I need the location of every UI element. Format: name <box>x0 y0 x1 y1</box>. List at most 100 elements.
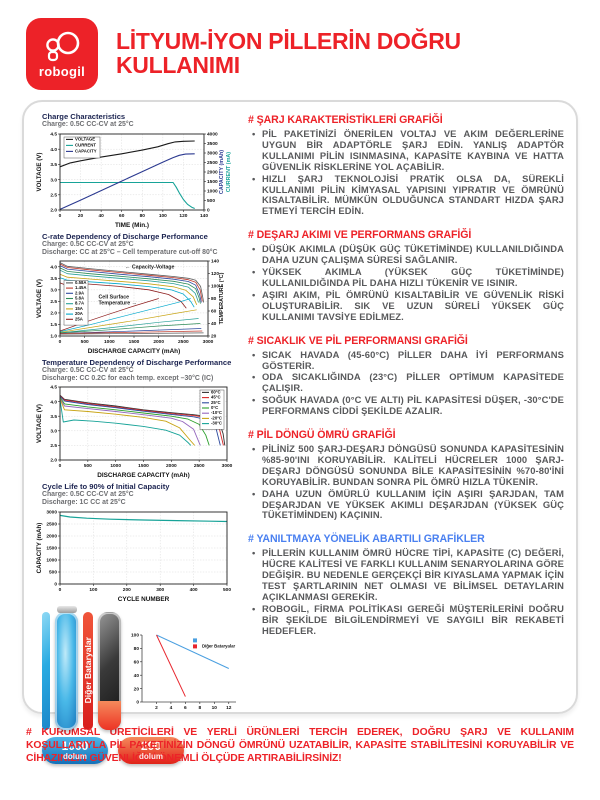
pill-1000-dolum: 1000 dolum <box>42 736 108 764</box>
footer-note: # KURUMSAL ÜRETİCİLERİ VE YERLİ ÜRÜNLERİ… <box>26 727 574 764</box>
svg-text:4.0: 4.0 <box>50 147 57 153</box>
svg-text:CURRENT: CURRENT <box>75 142 96 147</box>
svg-text:1500: 1500 <box>46 545 57 551</box>
svg-text:2.5: 2.5 <box>50 443 57 449</box>
svg-text:Cell Surface: Cell Surface <box>98 294 129 300</box>
svg-text:0.58A: 0.58A <box>75 280 86 285</box>
chart-title: Cycle Life to 90% of Initial Capacity <box>42 481 170 491</box>
chart-subtitle: Discharge: 1C CC at 25°C <box>42 498 126 506</box>
svg-text:DISCHARGE CAPACITY (mAh): DISCHARGE CAPACITY (mAh) <box>88 348 180 355</box>
pill-unit: dolum <box>139 751 163 761</box>
low-charge-fill <box>98 701 121 730</box>
robogil-circles-icon <box>46 31 80 61</box>
svg-text:60°C: 60°C <box>211 389 221 394</box>
comparison-chart-wrap: 2 4 6 8 10 12 0 20 40 60 80 100 Diğer Bataryalar <box>126 612 240 714</box>
bullet-list: PİLİNİZ 500 ŞARJ-DEŞARJ DÖNGÜSÜ SONUNDA … <box>248 443 564 522</box>
svg-text:20A: 20A <box>75 311 83 316</box>
bullet: DÜŞÜK AKIMLA (DÜŞÜK GÜÇ TÜKETİMİNDE) KUL… <box>252 243 564 266</box>
bullet-list: PİL PAKETİNİZİ ÖNERİLEN VOLTAJ VE AKIM D… <box>248 128 564 217</box>
svg-text:120: 120 <box>179 213 187 219</box>
chart-block-temperature: Temperature Dependency of Discharge Perf… <box>34 358 240 479</box>
svg-text:500: 500 <box>49 569 57 575</box>
other-batteries-banner: Diğer Bataryalar <box>83 611 94 730</box>
svg-text:120: 120 <box>211 271 219 277</box>
svg-text:-30°C: -30°C <box>211 420 222 425</box>
svg-text:VOLTAGE (V): VOLTAGE (V) <box>36 404 43 443</box>
svg-text:60: 60 <box>211 309 217 315</box>
chart-subtitle: Charge: 0.5C CC-CV at 25°C <box>42 240 134 248</box>
svg-text:40: 40 <box>98 213 104 219</box>
robogil-battery-icon <box>55 605 79 730</box>
chart-cycle-life: 0 100 200 300 400 500 0 500 1000 1500 2000 2500 3000… <box>36 509 231 602</box>
svg-text:1500: 1500 <box>138 463 149 469</box>
svg-text:100: 100 <box>159 213 167 219</box>
svg-text:2500: 2500 <box>207 160 218 166</box>
svg-text:500: 500 <box>223 587 231 593</box>
svg-text:2500: 2500 <box>178 339 189 345</box>
svg-text:20: 20 <box>78 213 84 219</box>
svg-text:2000: 2000 <box>46 533 57 539</box>
chart-charge-characteristics: 0 20 40 60 80 100 120 140 2.0 2.5 3.0 3.5 4.0 4.5 0 500… <box>36 132 232 229</box>
svg-text:2: 2 <box>155 705 158 711</box>
svg-text:45°C: 45°C <box>211 394 221 399</box>
pill-200-dolum: 200 dolum <box>118 736 184 764</box>
chart-subtitle: Discharge: CC at 25°C – Cell temperature… <box>42 248 218 256</box>
svg-text:12: 12 <box>226 705 232 711</box>
section-dongu-omru: # PİL DÖNGÜ ÖMRÜ GRAFİĞİ PİLİNİZ 500 ŞAR… <box>248 429 564 522</box>
chart-battery-comparison: 2 4 6 8 10 12 0 20 40 60 80 100 Diğer Bataryalar <box>131 632 236 711</box>
text-column: # ŞARJ KARAKTERİSTİKLERİ GRAFİĞİ PİL PAK… <box>248 112 564 704</box>
svg-text:3.0: 3.0 <box>50 287 57 293</box>
svg-text:8: 8 <box>199 705 202 711</box>
svg-text:Temperature →: Temperature → <box>98 300 136 306</box>
chart-c-rate-discharge: 0 500 1000 1500 2000 2500 3000 1.0 1.5 2.0 2.5 3.0 3… <box>36 259 225 355</box>
svg-text:3.5: 3.5 <box>50 414 57 420</box>
battery-nub-icon <box>99 611 120 613</box>
pill-value: 200 <box>140 738 162 753</box>
svg-text:3.0: 3.0 <box>50 428 57 434</box>
svg-text:4.0: 4.0 <box>50 264 57 270</box>
svg-text:2500: 2500 <box>46 521 57 527</box>
svg-text:3000: 3000 <box>46 509 57 515</box>
svg-text:80: 80 <box>134 646 140 652</box>
svg-text:3000: 3000 <box>222 463 233 469</box>
svg-text:8.7A: 8.7A <box>75 301 84 306</box>
charge-count-pills: 1000 dolum 200 dolum <box>34 730 240 764</box>
svg-text:1500: 1500 <box>207 179 218 185</box>
svg-text:CAPACITY: CAPACITY <box>75 148 97 153</box>
pill-value: 1000 <box>61 738 89 753</box>
svg-text:0: 0 <box>59 463 62 469</box>
chart-title: C-rate Dependency of Discharge Performan… <box>42 231 208 241</box>
svg-text:0: 0 <box>59 587 62 593</box>
battery-nub-icon <box>56 605 77 613</box>
svg-text:2500: 2500 <box>194 463 205 469</box>
chart-block-crate: C-rate Dependency of Discharge Performan… <box>34 232 240 355</box>
bullet: PİLİNİZ 500 ŞARJ-DEŞARJ DÖNGÜSÜ SONUNDA … <box>252 443 564 488</box>
svg-text:0: 0 <box>59 339 62 345</box>
bullet: DAHA UZUN ÖMÜRLÜ KULLANIM İÇİN AŞIRI ŞAR… <box>252 488 564 522</box>
other-battery-icon <box>98 611 121 730</box>
svg-text:100: 100 <box>211 284 219 290</box>
svg-text:3.5: 3.5 <box>50 162 57 168</box>
svg-text:3000: 3000 <box>207 151 218 157</box>
chart-block-cycle-life: Cycle Life to 90% of Initial Capacity Ch… <box>34 482 240 603</box>
section-heading: # YANILTMAYA YÖNELİK ABARTILI GRAFİKLER <box>248 533 485 546</box>
svg-text:VOLTAGE (V): VOLTAGE (V) <box>36 152 43 191</box>
svg-text:140: 140 <box>200 213 208 219</box>
svg-text:10: 10 <box>212 705 218 711</box>
svg-text:140: 140 <box>211 259 219 265</box>
svg-text:2.9A: 2.9A <box>75 290 84 295</box>
svg-text:0°C: 0°C <box>211 405 218 410</box>
svg-text:4.5: 4.5 <box>50 132 57 138</box>
svg-text:4.5: 4.5 <box>50 384 57 390</box>
svg-text:200: 200 <box>123 587 131 593</box>
section-sicaklik-performans: # SICAKLIK VE PİL PERFORMANSI GRAFİĞİ SI… <box>248 335 564 418</box>
svg-text:400: 400 <box>190 587 198 593</box>
svg-text:2.0: 2.0 <box>50 457 57 463</box>
robogil-logo: robogil <box>26 18 98 90</box>
svg-text:Diğer Bataryalar: Diğer Bataryalar <box>202 643 236 648</box>
section-heading: # ŞARJ KARAKTERİSTİKLERİ GRAFİĞİ <box>248 114 443 126</box>
svg-text:3500: 3500 <box>207 141 218 147</box>
blue-capsule-icon <box>42 611 51 730</box>
svg-text:80: 80 <box>140 213 146 219</box>
svg-text:500: 500 <box>207 198 215 204</box>
